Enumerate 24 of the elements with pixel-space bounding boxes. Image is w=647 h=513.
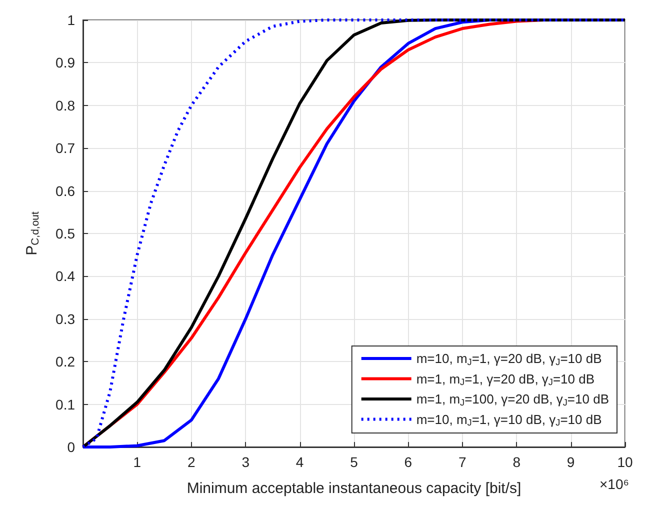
y-tick-label: 1 <box>67 12 76 28</box>
x-tick-label: 9 <box>566 454 575 470</box>
x-tick-label: 2 <box>188 454 196 470</box>
y-tick-label: 0.7 <box>56 140 76 156</box>
x-tick-label: 7 <box>458 454 466 470</box>
y-tick-label: 0.5 <box>56 226 76 242</box>
x-tick-label: 10 <box>617 454 633 470</box>
y-tick-label: 0.4 <box>56 268 76 284</box>
text: ×10⁶ <box>599 476 630 492</box>
x-axis-title: Minimum acceptable instantaneous capacity [bit/s] <box>186 480 522 497</box>
y-tick-label: 0.3 <box>56 310 76 327</box>
y-tick-label: 0.9 <box>56 54 76 71</box>
y-axis-title: PC,d,out <box>23 211 42 256</box>
x-tick-label: 8 <box>512 454 521 470</box>
x-tick-label: 4 <box>296 454 304 470</box>
x-tick-label: 3 <box>242 454 250 470</box>
y-tick-label: 0.2 <box>56 354 76 370</box>
y-tick-label: 0.1 <box>56 396 76 412</box>
x-tick-label: 1 <box>133 454 142 470</box>
y-tick-label: 0 <box>67 439 76 455</box>
y-tick-label: 0.6 <box>56 182 76 199</box>
x-tick-label: 5 <box>350 454 358 470</box>
y-tick-label: 0.8 <box>56 97 76 114</box>
x-tick-label: 6 <box>404 454 412 470</box>
